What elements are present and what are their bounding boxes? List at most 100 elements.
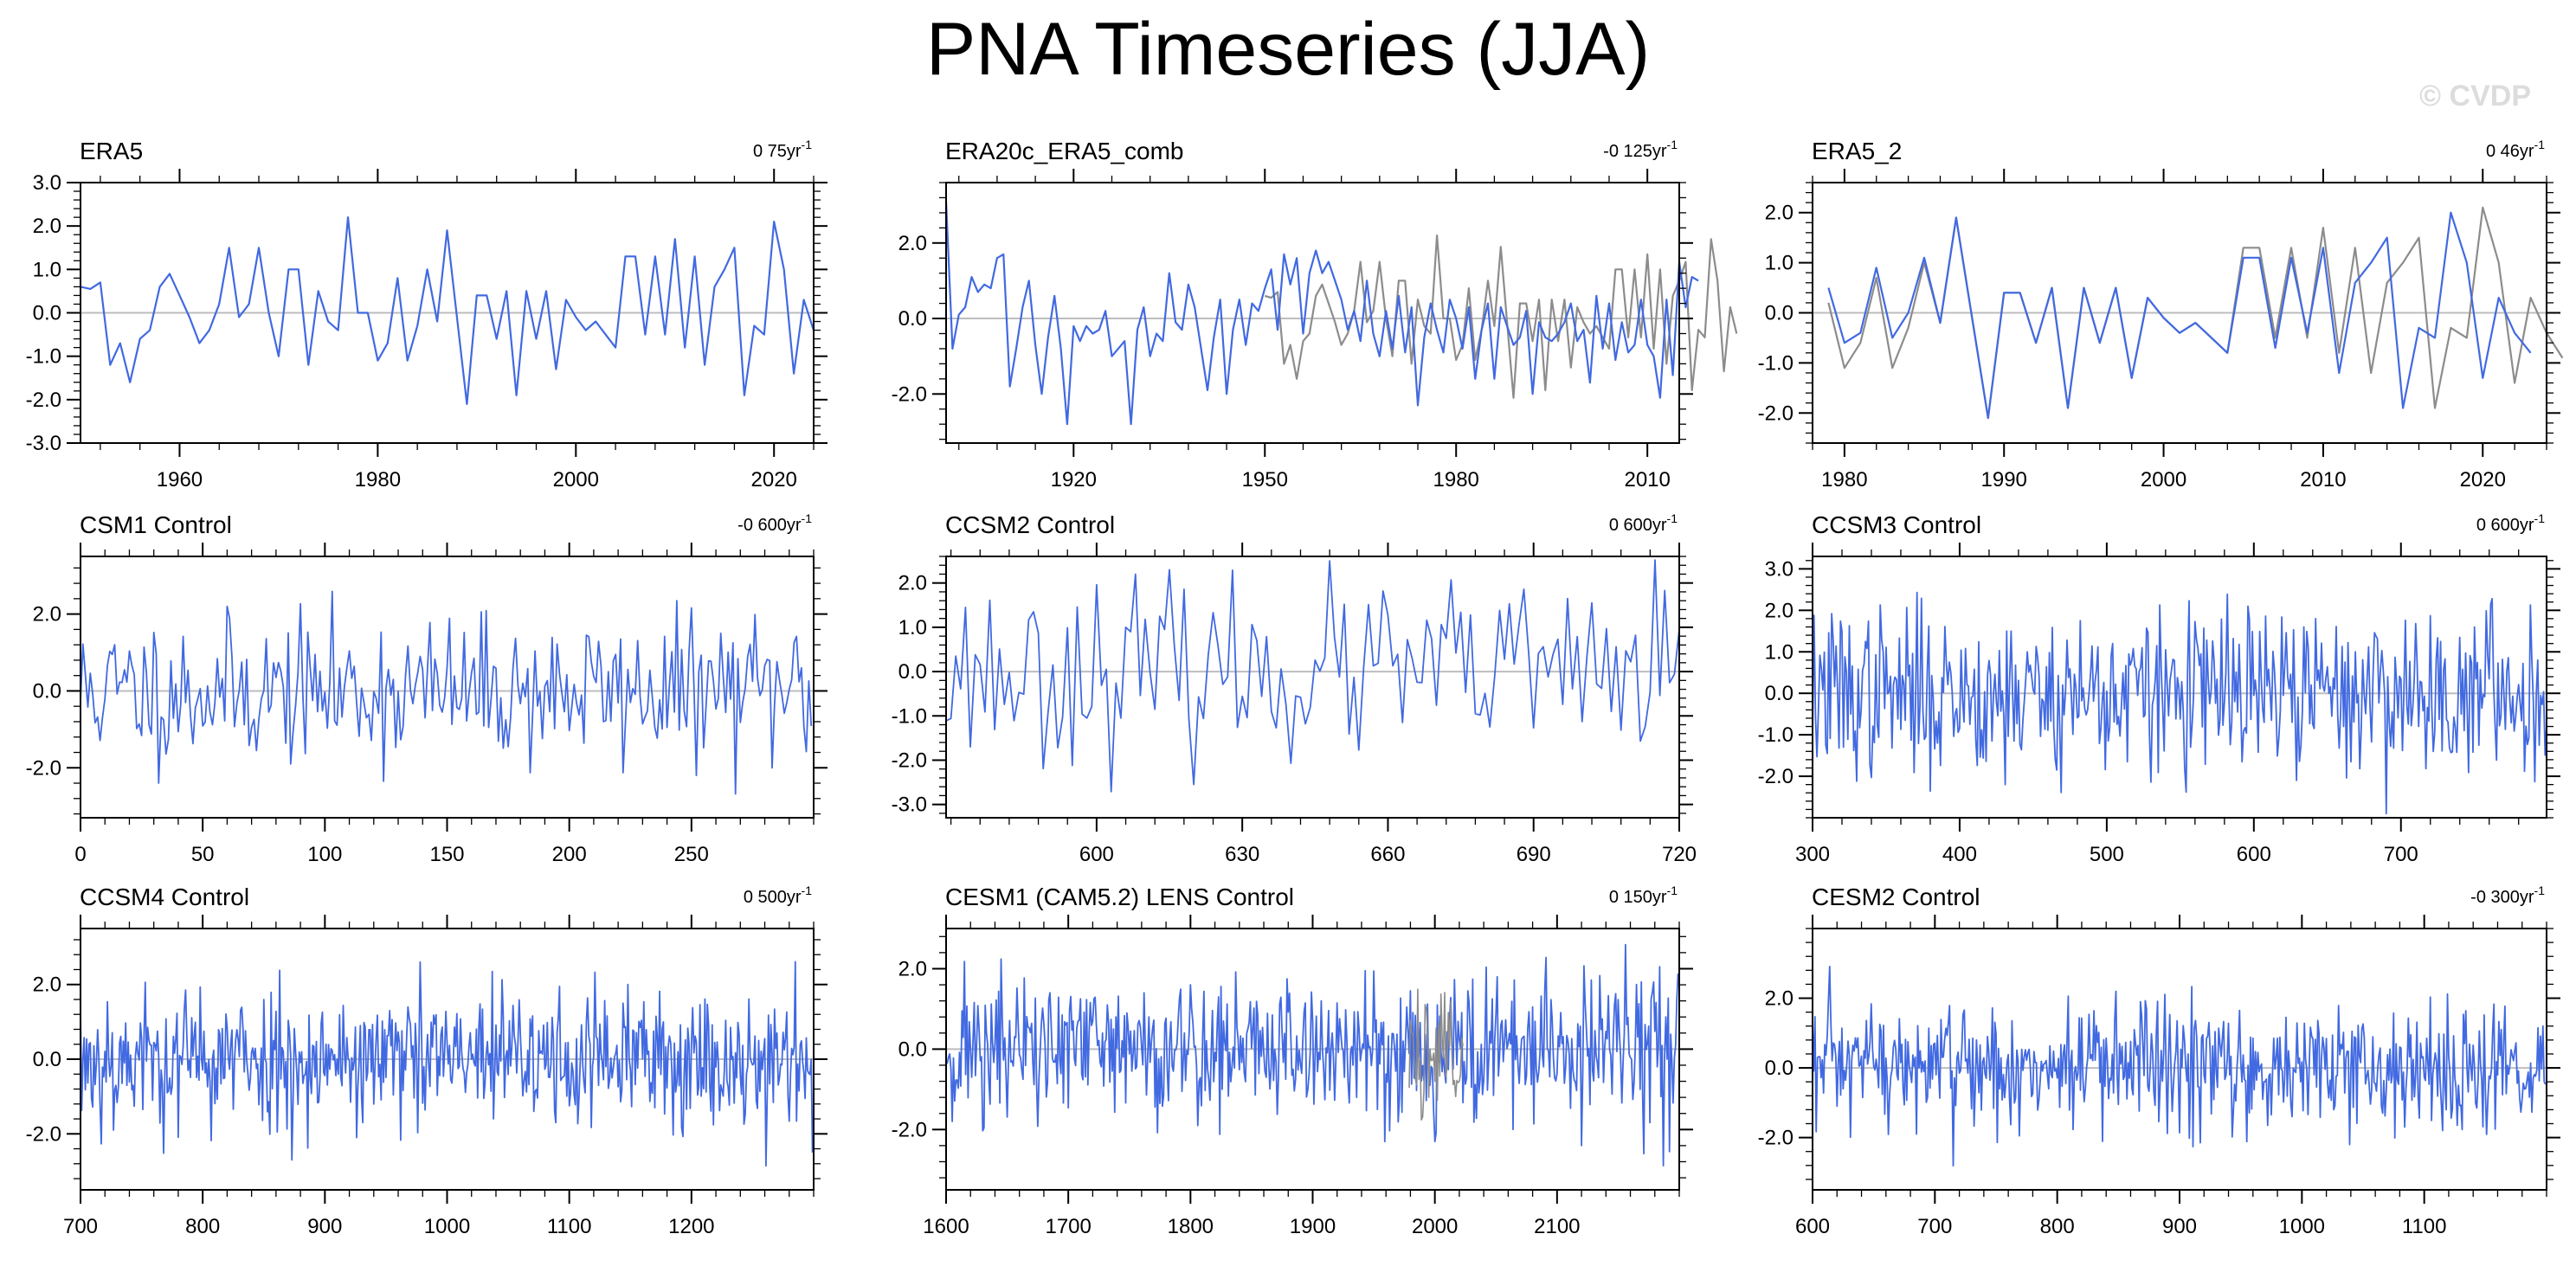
- y-tick-label: -2.0: [1758, 765, 1794, 788]
- x-tick-label: 1000: [424, 1215, 470, 1238]
- x-tick-label: 2010: [2300, 468, 2346, 492]
- panel-8: CESM2 Control -0 300yr-1 -2.0 0.0 2.0 600 700 8…: [1758, 884, 2560, 1238]
- y-tick-label: -2.0: [892, 1118, 927, 1141]
- x-tick-label: 0: [74, 843, 86, 866]
- x-tick-label: 1950: [1242, 468, 1288, 492]
- x-tick-label: 2010: [1624, 468, 1670, 492]
- series-line-0: [1812, 966, 2547, 1167]
- plot-frame: [945, 556, 1680, 819]
- y-tick-label: -2.0: [26, 756, 61, 780]
- y-tick-label: -2.0: [26, 1122, 61, 1146]
- x-tick-label: 600: [2237, 843, 2271, 866]
- y-tick-label: 0.0: [33, 1048, 61, 1071]
- y-tick-label: 0.0: [33, 302, 61, 325]
- x-tick-label: 150: [429, 843, 464, 866]
- x-tick-label: 1960: [157, 468, 203, 492]
- series-line-0: [945, 943, 1679, 1166]
- x-tick-label: 1100: [2402, 1215, 2447, 1238]
- x-tick-label: 1100: [547, 1215, 592, 1238]
- x-tick-label: 2000: [1412, 1215, 1458, 1238]
- x-tick-label: 1920: [1051, 468, 1097, 492]
- panel-title: ERA5: [80, 138, 143, 164]
- panel-7: CESM1 (CAM5.2) LENS Control 0 150yr-1 -2.0…: [892, 884, 1693, 1238]
- x-tick-label: 1600: [923, 1215, 969, 1238]
- series-line-0: [945, 559, 1680, 793]
- y-tick-label: 2.0: [898, 232, 927, 255]
- x-tick-label: 1900: [1290, 1215, 1336, 1238]
- trend-label: -0 125yr-1: [1603, 138, 1678, 161]
- trend-label: 0 600yr-1: [2476, 511, 2545, 535]
- x-tick-label: 50: [191, 843, 215, 866]
- x-tick-label: 1800: [1168, 1215, 1214, 1238]
- y-tick-label: -1.0: [892, 704, 927, 728]
- y-tick-label: -1.0: [26, 345, 61, 369]
- x-tick-label: 900: [307, 1215, 342, 1238]
- y-tick-label: 0.0: [33, 679, 61, 703]
- y-tick-label: 1.0: [1765, 252, 1794, 275]
- trend-superscript: -1: [2534, 511, 2546, 525]
- trend-superscript: -1: [802, 138, 813, 151]
- y-tick-label: 2.0: [1765, 599, 1794, 622]
- panel-6: CCSM4 Control 0 500yr-1 -2.0 0.0 2.0 700 800 90…: [26, 884, 828, 1238]
- y-tick-label: 0.0: [898, 1038, 927, 1061]
- panel-title: ERA5_2: [1812, 138, 1902, 164]
- series-line-0: [80, 216, 815, 405]
- x-tick-label: 600: [1079, 843, 1114, 866]
- trend-superscript: -1: [802, 511, 813, 525]
- x-tick-label: 300: [1795, 843, 1830, 866]
- y-tick-label: 2.0: [898, 957, 927, 980]
- plot-frame: [945, 182, 1680, 444]
- figure-title: PNA Timeseries (JJA): [925, 8, 1651, 91]
- y-tick-label: 2.0: [1765, 202, 1794, 225]
- y-tick-label: -2.0: [892, 382, 927, 406]
- panel-5: CCSM3 Control 0 600yr-1 -2.0 -1.0 0.0 1.0 2.0 3…: [1758, 511, 2560, 866]
- x-tick-label: 630: [1225, 843, 1259, 866]
- panel-title: CSM1 Control: [80, 511, 232, 538]
- x-tick-label: 2100: [1534, 1215, 1580, 1238]
- y-tick-label: 0.0: [1765, 682, 1794, 705]
- x-tick-label: 1700: [1045, 1215, 1091, 1238]
- plot-frame: [80, 556, 815, 819]
- y-tick-label: 1.0: [898, 616, 927, 639]
- panel-3: CSM1 Control -0 600yr-1 -2.0 0.0 2.0 0 50 100 15…: [26, 511, 828, 866]
- x-tick-label: 250: [674, 843, 709, 866]
- x-tick-label: 700: [1917, 1215, 1952, 1238]
- y-tick-label: 0.0: [1765, 1057, 1794, 1080]
- x-tick-label: 200: [552, 843, 587, 866]
- y-tick-label: 3.0: [33, 171, 61, 195]
- x-tick-label: 1200: [668, 1215, 714, 1238]
- trend-label: -0 600yr-1: [737, 511, 812, 535]
- trend-label: -0 300yr-1: [2470, 884, 2545, 907]
- trend-label: 0 150yr-1: [1609, 884, 1678, 907]
- y-tick-label: 2.0: [33, 215, 61, 238]
- x-tick-label: 600: [1795, 1215, 1830, 1238]
- trend-superscript: -1: [2534, 884, 2546, 897]
- trend-superscript: -1: [2534, 138, 2546, 151]
- panel-0: ERA5 0 75yr-1 -3.0 -2.0 -1.0 0.0 1.0 2.0 3.0 1960…: [26, 138, 828, 492]
- series-line-1: [944, 201, 1699, 426]
- y-tick-label: 1.0: [1765, 640, 1794, 664]
- y-tick-label: -2.0: [26, 389, 61, 412]
- y-tick-label: 3.0: [1765, 557, 1794, 581]
- panel-2: ERA5_2 0 46yr-1 -2.0 -1.0 0.0 1.0 2.0 1980 1990 2…: [1758, 138, 2564, 492]
- panel-title: CCSM3 Control: [1812, 511, 1981, 538]
- x-tick-label: 720: [1662, 843, 1697, 866]
- panel-title: ERA20c_ERA5_comb: [945, 138, 1183, 164]
- panel-4: CCSM2 Control 0 600yr-1 -3.0 -2.0 -1.0 0.0 1.0…: [892, 511, 1697, 866]
- series-line-0: [1264, 235, 1738, 399]
- panel-title: CESM1 (CAM5.2) LENS Control: [945, 884, 1294, 910]
- y-tick-label: -2.0: [1758, 402, 1794, 425]
- plot-frame: [1812, 556, 2547, 819]
- y-tick-label: 1.0: [33, 258, 61, 281]
- x-tick-label: 700: [2384, 843, 2418, 866]
- y-tick-label: 2.0: [898, 572, 927, 595]
- x-tick-label: 900: [2162, 1215, 2197, 1238]
- y-tick-label: -2.0: [1758, 1127, 1794, 1150]
- cvdp-watermark: © CVDP: [2419, 80, 2531, 112]
- y-tick-label: -3.0: [892, 794, 927, 817]
- x-tick-label: 800: [185, 1215, 220, 1238]
- x-tick-label: 690: [1517, 843, 1551, 866]
- x-tick-label: 2020: [751, 468, 797, 492]
- trend-superscript: -1: [1667, 884, 1678, 897]
- trend-superscript: -1: [1667, 511, 1678, 525]
